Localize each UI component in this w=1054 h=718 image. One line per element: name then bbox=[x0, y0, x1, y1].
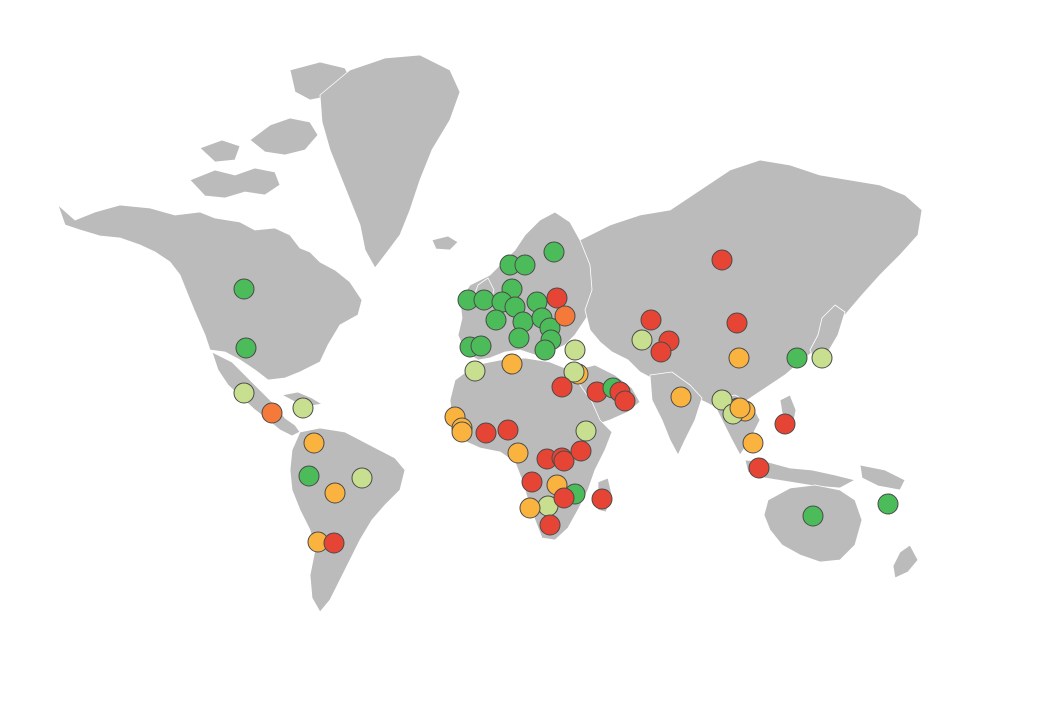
map-marker[interactable] bbox=[553, 487, 575, 509]
map-marker[interactable] bbox=[351, 467, 373, 489]
asia-landmass bbox=[579, 159, 923, 413]
map-marker[interactable] bbox=[575, 420, 597, 442]
map-marker[interactable] bbox=[521, 471, 543, 493]
map-marker[interactable] bbox=[811, 347, 833, 369]
arctic-islands bbox=[249, 117, 319, 156]
map-marker[interactable] bbox=[563, 361, 585, 383]
land-layer bbox=[57, 54, 923, 613]
map-marker[interactable] bbox=[551, 376, 573, 398]
map-marker[interactable] bbox=[298, 465, 320, 487]
map-marker[interactable] bbox=[614, 390, 636, 412]
map-marker[interactable] bbox=[543, 241, 565, 263]
map-marker[interactable] bbox=[508, 327, 530, 349]
map-marker[interactable] bbox=[670, 386, 692, 408]
map-marker[interactable] bbox=[742, 432, 764, 454]
map-marker[interactable] bbox=[501, 353, 523, 375]
map-marker[interactable] bbox=[519, 497, 541, 519]
map-marker[interactable] bbox=[553, 450, 575, 472]
map-marker[interactable] bbox=[485, 309, 507, 331]
map-marker[interactable] bbox=[233, 278, 255, 300]
map-marker[interactable] bbox=[711, 389, 733, 411]
map-marker[interactable] bbox=[774, 413, 796, 435]
iceland bbox=[431, 235, 459, 251]
map-marker[interactable] bbox=[233, 382, 255, 404]
arctic-islands bbox=[199, 139, 241, 163]
map-marker[interactable] bbox=[534, 339, 556, 361]
map-marker[interactable] bbox=[292, 397, 314, 419]
map-marker[interactable] bbox=[451, 421, 473, 443]
map-marker[interactable] bbox=[726, 312, 748, 334]
map-marker[interactable] bbox=[728, 347, 750, 369]
map-marker[interactable] bbox=[546, 287, 568, 309]
map-marker[interactable] bbox=[473, 289, 495, 311]
new-zealand bbox=[892, 544, 919, 579]
map-marker[interactable] bbox=[564, 339, 586, 361]
map-marker[interactable] bbox=[475, 422, 497, 444]
greenland-landmass bbox=[319, 54, 461, 269]
map-marker[interactable] bbox=[507, 442, 529, 464]
map-marker[interactable] bbox=[877, 493, 899, 515]
map-marker[interactable] bbox=[748, 457, 770, 479]
map-marker[interactable] bbox=[261, 402, 283, 424]
south-america-landmass bbox=[289, 427, 406, 613]
map-marker[interactable] bbox=[554, 305, 576, 327]
marker-layer bbox=[233, 241, 899, 554]
map-marker[interactable] bbox=[470, 335, 492, 357]
map-marker[interactable] bbox=[729, 397, 751, 419]
map-marker[interactable] bbox=[802, 505, 824, 527]
map-marker[interactable] bbox=[591, 488, 613, 510]
map-marker[interactable] bbox=[464, 360, 486, 382]
map-marker[interactable] bbox=[539, 514, 561, 536]
map-marker[interactable] bbox=[514, 254, 536, 276]
north-america-landmass bbox=[57, 204, 363, 381]
map-marker[interactable] bbox=[497, 419, 519, 441]
map-marker[interactable] bbox=[303, 432, 325, 454]
map-marker[interactable] bbox=[235, 337, 257, 359]
map-marker[interactable] bbox=[640, 309, 662, 331]
map-marker[interactable] bbox=[711, 249, 733, 271]
map-marker[interactable] bbox=[650, 341, 672, 363]
map-marker[interactable] bbox=[323, 532, 345, 554]
map-marker[interactable] bbox=[570, 440, 592, 462]
arctic-islands bbox=[189, 167, 281, 199]
new-guinea bbox=[859, 464, 906, 491]
map-marker[interactable] bbox=[631, 329, 653, 351]
map-marker[interactable] bbox=[786, 347, 808, 369]
map-marker[interactable] bbox=[324, 482, 346, 504]
